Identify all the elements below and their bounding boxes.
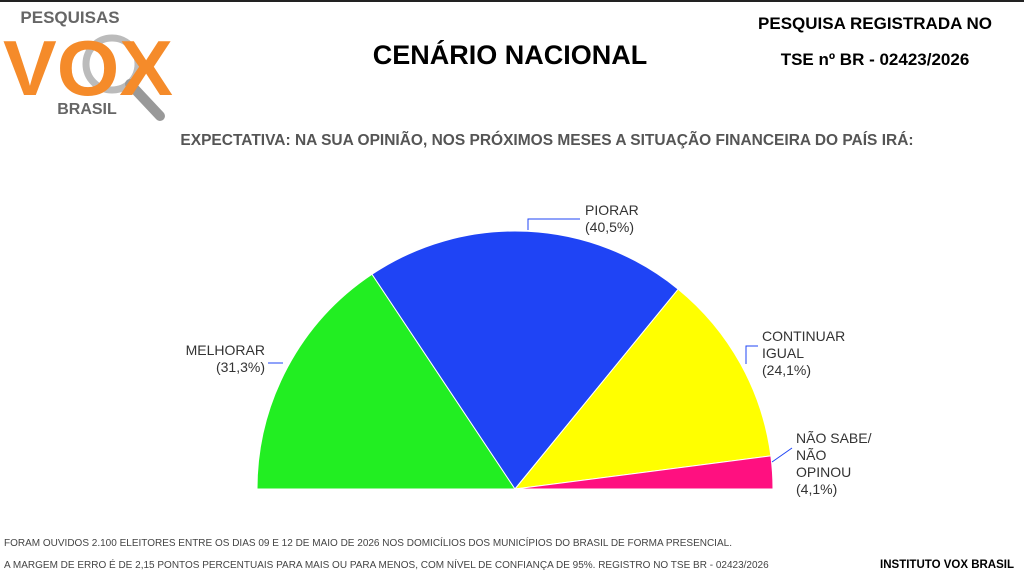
logo-top: PESQUISAS [20,8,119,27]
slice-label: CONTINUAR IGUAL [762,328,846,361]
slice [513,288,772,490]
brand: INSTITUTO VOX BRASIL [880,559,1014,571]
slice-label: MELHORAR [185,342,265,358]
magnifier-lens [82,34,142,94]
registration: PESQUISA REGISTRADA NO [758,14,992,33]
slice-value-label: (31,3%) [215,359,265,375]
logo-bottom: BRASIL [57,101,117,118]
leader-line [745,345,758,364]
slice-value-label: (24,1%) [762,362,812,378]
slice [256,273,516,490]
slice-label: PIORAR [585,202,639,218]
slice [371,230,679,490]
slice [514,455,774,490]
leader-line [527,218,580,230]
leader-line [771,447,793,463]
magnifier-handle [125,79,165,121]
chart-title: CENÁRIO NACIONAL [372,40,648,70]
chart-subtitle: EXPECTATIVA: NA SUA OPINIÃO, NOS PRÓXIMO… [180,132,914,149]
logo-main: VOX [3,24,173,112]
slice-label: NÃO SABE/ NÃO OPINOU [796,430,872,480]
footnote: FORAM OUVIDOS 2.100 ELEITORES ENTRE OS D… [4,538,732,549]
slice-value-label: (40,5%) [585,219,635,235]
registration: TSE nº BR - 02423/2026 [780,50,970,69]
logo: PESQUISAS VOX BRASIL [3,8,173,121]
slice-value-label: (4,1%) [796,481,838,497]
footnote: A MARGEM DE ERRO É DE 2,15 PONTOS PERCEN… [4,560,769,571]
